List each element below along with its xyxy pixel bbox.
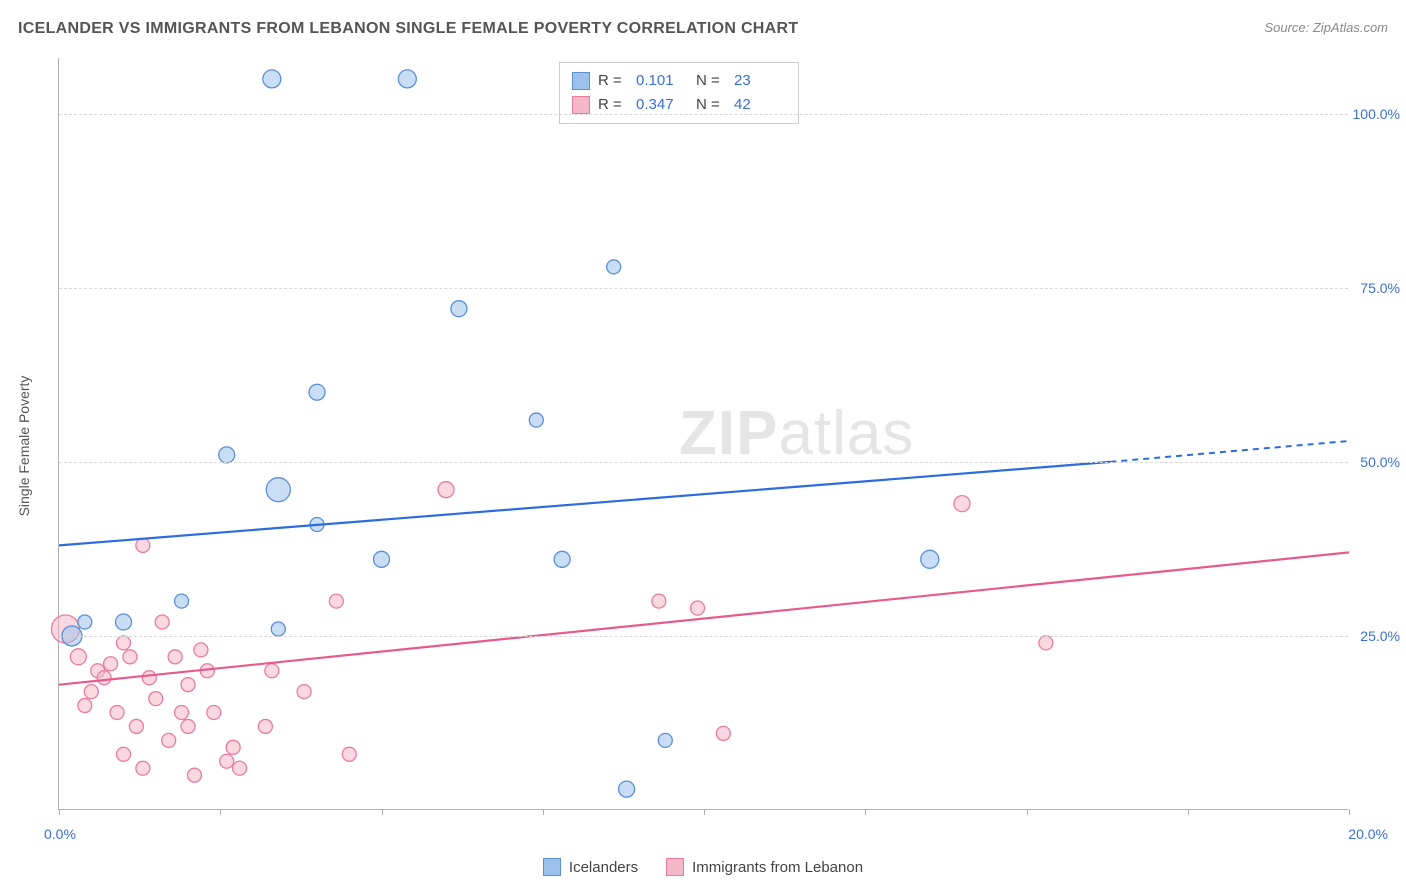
data-point <box>258 719 272 733</box>
y-axis-title: Single Female Poverty <box>16 376 32 517</box>
data-point <box>438 482 454 498</box>
data-point <box>219 447 235 463</box>
legend-bottom: Icelanders Immigrants from Lebanon <box>0 858 1406 876</box>
r-label: R = <box>598 69 628 93</box>
data-point <box>263 70 281 88</box>
data-point <box>374 551 390 567</box>
x-tick <box>1027 809 1028 815</box>
data-point <box>226 740 240 754</box>
legend-item-pink: Immigrants from Lebanon <box>666 858 863 876</box>
legend-item-blue: Icelanders <box>543 858 638 876</box>
data-point <box>220 754 234 768</box>
swatch-blue <box>572 72 590 90</box>
n-value-blue: 23 <box>734 69 786 93</box>
swatch-pink-bottom <box>666 858 684 876</box>
gridline <box>59 636 1348 637</box>
data-point <box>233 761 247 775</box>
data-point <box>451 301 467 317</box>
data-point <box>716 726 730 740</box>
plot-area: ZIPatlas R = 0.101 N = 23 R = 0.347 N = … <box>58 58 1348 810</box>
data-point <box>168 650 182 664</box>
data-point <box>117 636 131 650</box>
data-point <box>97 671 111 685</box>
data-point <box>142 671 156 685</box>
data-point <box>652 594 666 608</box>
legend-stats-row-blue: R = 0.101 N = 23 <box>572 69 786 93</box>
r-value-blue: 0.101 <box>636 69 688 93</box>
data-point <box>136 761 150 775</box>
chart-title: ICELANDER VS IMMIGRANTS FROM LEBANON SIN… <box>18 20 798 38</box>
x-tick <box>59 809 60 815</box>
data-point <box>529 413 543 427</box>
data-point <box>175 594 189 608</box>
data-point <box>658 733 672 747</box>
data-point <box>155 615 169 629</box>
data-point <box>619 781 635 797</box>
data-point <box>78 699 92 713</box>
data-point <box>309 384 325 400</box>
data-point <box>265 664 279 678</box>
x-tick <box>220 809 221 815</box>
data-point <box>207 706 221 720</box>
data-point <box>104 657 118 671</box>
source-label: Source: ZipAtlas.com <box>1264 20 1388 35</box>
y-tick-label: 100.0% <box>1353 106 1400 122</box>
x-tick <box>1188 809 1189 815</box>
y-tick-label: 75.0% <box>1360 280 1400 296</box>
swatch-pink <box>572 96 590 114</box>
trend-line-pink <box>59 552 1349 684</box>
legend-label-pink: Immigrants from Lebanon <box>692 859 863 876</box>
n-label: N = <box>696 69 726 93</box>
data-point <box>181 678 195 692</box>
gridline <box>59 114 1348 115</box>
data-point <box>117 747 131 761</box>
data-point <box>554 551 570 567</box>
data-point <box>78 615 92 629</box>
x-tick <box>704 809 705 815</box>
data-point <box>342 747 356 761</box>
x-tick <box>865 809 866 815</box>
data-point <box>70 649 86 665</box>
gridline <box>59 462 1348 463</box>
swatch-blue-bottom <box>543 858 561 876</box>
data-point <box>84 685 98 699</box>
data-point <box>266 478 290 502</box>
data-point <box>691 601 705 615</box>
data-point <box>162 733 176 747</box>
trend-line-blue <box>59 462 1110 546</box>
data-point <box>123 650 137 664</box>
data-point <box>187 768 201 782</box>
y-tick-label: 50.0% <box>1360 454 1400 470</box>
data-point <box>129 719 143 733</box>
data-point <box>116 614 132 630</box>
data-point <box>398 70 416 88</box>
data-point <box>149 692 163 706</box>
data-point <box>297 685 311 699</box>
plot-svg <box>59 58 1348 809</box>
data-point <box>136 538 150 552</box>
data-point <box>954 496 970 512</box>
data-point <box>110 706 124 720</box>
x-axis-label-min: 0.0% <box>44 826 76 842</box>
data-point <box>194 643 208 657</box>
x-tick <box>382 809 383 815</box>
x-tick <box>543 809 544 815</box>
x-axis-label-max: 20.0% <box>1348 826 1388 842</box>
x-tick <box>1349 809 1350 815</box>
data-point <box>1039 636 1053 650</box>
trend-line-blue-dashed <box>1110 441 1349 462</box>
legend-label-blue: Icelanders <box>569 859 638 876</box>
chart-container: ICELANDER VS IMMIGRANTS FROM LEBANON SIN… <box>0 0 1406 892</box>
y-tick-label: 25.0% <box>1360 628 1400 644</box>
header: ICELANDER VS IMMIGRANTS FROM LEBANON SIN… <box>18 20 1388 38</box>
data-point <box>175 706 189 720</box>
data-point <box>921 550 939 568</box>
data-point <box>607 260 621 274</box>
gridline <box>59 288 1348 289</box>
data-point <box>181 719 195 733</box>
data-point <box>329 594 343 608</box>
data-point <box>271 622 285 636</box>
